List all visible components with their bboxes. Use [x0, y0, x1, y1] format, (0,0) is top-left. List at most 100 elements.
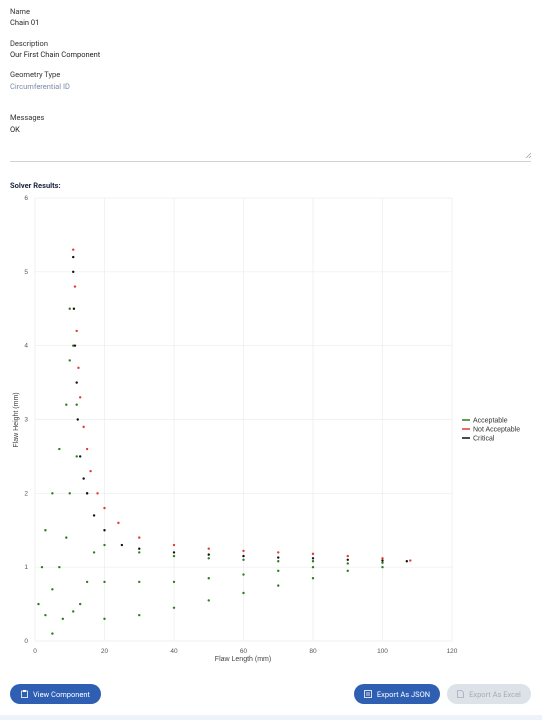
field-value: Circumferential ID [10, 82, 70, 91]
data-point [207, 547, 210, 550]
data-point [381, 559, 384, 562]
data-point [242, 573, 245, 576]
data-point [207, 577, 210, 580]
data-point [92, 514, 96, 517]
icon [363, 690, 372, 698]
data-point [346, 562, 349, 565]
export-excel-button[interactable]: Export As Excel [447, 684, 531, 704]
data-point [51, 492, 54, 495]
data-point [405, 560, 409, 563]
x-tick-label: 0 [33, 648, 37, 655]
data-point [75, 329, 78, 333]
messages-textarea[interactable]: OK [10, 125, 20, 134]
data-point [77, 366, 80, 370]
y-tick-label: 2 [24, 490, 28, 497]
data-point [409, 559, 412, 562]
data-point [381, 557, 384, 560]
textarea-border [10, 161, 531, 162]
data-point [381, 561, 384, 564]
data-point [72, 270, 75, 274]
button-label: View Component [32, 689, 90, 699]
legend-label: Not Acceptable [473, 427, 520, 434]
data-point [311, 552, 315, 556]
data-point [138, 580, 141, 584]
view-component-button[interactable]: View Component [10, 684, 101, 704]
data-point [103, 580, 106, 584]
data-point [72, 610, 75, 613]
data-point [76, 418, 79, 421]
data-point [277, 584, 280, 587]
data-point [346, 569, 349, 573]
data-point [242, 554, 245, 558]
data-point [85, 492, 89, 495]
data-point [103, 543, 106, 547]
data-point [172, 551, 176, 554]
data-point [85, 447, 89, 451]
data-point [61, 617, 64, 621]
data-point [72, 307, 76, 310]
data-point [277, 551, 280, 554]
chart: Flaw Length (mm) Flaw Height (mm) 0 1 2 3 4 5… [13, 195, 520, 663]
data-point [72, 255, 75, 259]
data-point [207, 599, 210, 602]
data-point [346, 558, 349, 561]
data-point [72, 248, 75, 251]
data-point [172, 554, 176, 558]
data-point [89, 469, 92, 473]
data-point [65, 536, 68, 539]
data-point [138, 536, 141, 539]
data-point [78, 396, 82, 399]
x-tick-label: 20 [101, 648, 109, 655]
y-tick-label: 6 [24, 195, 28, 202]
data-point [73, 344, 77, 347]
data-point [51, 632, 54, 635]
data-point [78, 602, 82, 606]
data-point [103, 506, 106, 510]
data-point [138, 613, 141, 617]
data-point [85, 580, 89, 584]
data-point [172, 543, 176, 547]
data-point [65, 403, 68, 406]
field-label: Messages [10, 113, 45, 122]
y-tick-label: 3 [24, 417, 28, 424]
data-point [277, 560, 280, 563]
resize-handle [525, 152, 531, 158]
icon [21, 690, 28, 698]
data-point [311, 577, 315, 580]
button-label: Export As JSON [376, 689, 431, 699]
data-point [277, 569, 280, 573]
x-tick-label: 120 [447, 648, 458, 655]
data-point [72, 344, 75, 347]
data-point [103, 617, 106, 621]
y-tick-label: 4 [24, 343, 28, 350]
data-point [75, 381, 78, 384]
data-point [78, 455, 82, 458]
data-point [346, 554, 349, 558]
data-point [82, 477, 85, 480]
field-label: Name [10, 7, 30, 16]
x-tick-label: 40 [170, 648, 178, 655]
x-axis-title: Flaw Length (mm) [215, 656, 271, 663]
y-tick-label: 5 [24, 269, 28, 276]
x-tick-label: 60 [240, 648, 248, 655]
field-label: Description [10, 39, 48, 48]
data-point [138, 551, 141, 554]
data-point [58, 447, 61, 451]
y-axis-title: Flaw Height (mm) [13, 392, 20, 447]
data-point [311, 557, 315, 560]
data-point [68, 307, 71, 310]
export-json-button[interactable]: Export As JSON [354, 684, 440, 704]
data-point [117, 521, 120, 525]
legend-label: Acceptable [473, 418, 508, 425]
y-tick-label: 1 [24, 564, 28, 571]
field-label: Geometry Type [10, 70, 61, 79]
data-point [75, 403, 78, 406]
data-point [96, 492, 99, 495]
data-point [73, 285, 77, 288]
footer-bar [0, 715, 542, 720]
data-point [92, 551, 96, 554]
data-point [242, 591, 245, 595]
data-point [172, 606, 176, 609]
field-value: Our First Chain Component [10, 50, 101, 59]
